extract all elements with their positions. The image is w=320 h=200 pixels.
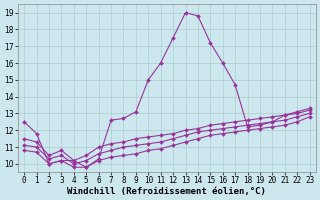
X-axis label: Windchill (Refroidissement éolien,°C): Windchill (Refroidissement éolien,°C): [68, 187, 266, 196]
